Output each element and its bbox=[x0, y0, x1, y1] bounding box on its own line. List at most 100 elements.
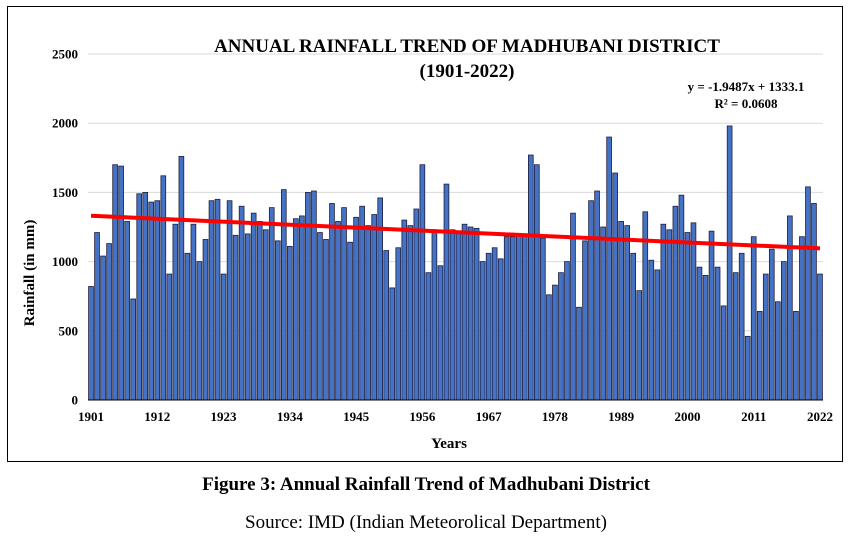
y-axis-title: Rainfall (in mm) bbox=[22, 220, 38, 327]
bar-1962 bbox=[455, 230, 462, 401]
bar-1927 bbox=[244, 233, 251, 401]
bar-1946 bbox=[359, 205, 365, 401]
y-tick-label-2500: 2500 bbox=[52, 47, 78, 62]
bar-1981 bbox=[570, 212, 576, 401]
bar-1960 bbox=[443, 183, 450, 401]
bar-1909 bbox=[136, 193, 143, 401]
bar-2018 bbox=[793, 311, 799, 401]
bar-1929 bbox=[256, 221, 263, 401]
bar-1999 bbox=[678, 194, 685, 401]
y-tick-label-500: 500 bbox=[59, 323, 79, 338]
bar-1930 bbox=[262, 229, 269, 401]
rainfall-bar-chart: 0 500 1000 1500 2000 2500 1901 1912 1923 1934 1945… bbox=[22, 36, 833, 452]
bar-1994 bbox=[648, 259, 655, 401]
bar-1920 bbox=[202, 239, 209, 401]
bar-1966 bbox=[479, 261, 486, 401]
figure-caption: Figure 3: Annual Rainfall Trend of Madhu… bbox=[202, 474, 650, 495]
bar-2012 bbox=[756, 311, 763, 401]
bar-2022 bbox=[817, 273, 823, 401]
y-tick-label-0: 0 bbox=[72, 393, 79, 408]
bar-1988 bbox=[612, 172, 618, 401]
x-tick-label-1967: 1967 bbox=[476, 409, 503, 424]
trend-line bbox=[90, 213, 821, 251]
bar-1951 bbox=[389, 287, 396, 401]
bar-2003 bbox=[702, 275, 709, 401]
bar-1945 bbox=[353, 216, 359, 401]
bar-2019 bbox=[799, 236, 805, 401]
bar-2000 bbox=[684, 232, 691, 401]
bar-2015 bbox=[775, 301, 781, 401]
bar-1908 bbox=[130, 298, 136, 401]
bar-2011 bbox=[750, 236, 757, 401]
bar-1980 bbox=[564, 261, 570, 401]
bar-1940 bbox=[323, 239, 329, 401]
bar-1969 bbox=[497, 258, 504, 401]
bar-1936 bbox=[299, 215, 305, 401]
bar-1932 bbox=[274, 240, 281, 401]
bar-1972 bbox=[515, 233, 522, 401]
bar-1958 bbox=[431, 229, 438, 401]
bar-1997 bbox=[666, 229, 673, 401]
bar-1998 bbox=[672, 205, 679, 401]
bar-2017 bbox=[787, 215, 793, 401]
bar-1955 bbox=[413, 208, 420, 401]
bar-1957 bbox=[425, 272, 432, 401]
bar-1923 bbox=[220, 273, 227, 401]
bar-1965 bbox=[473, 227, 480, 401]
bar-1928 bbox=[250, 212, 257, 401]
bar-1959 bbox=[437, 265, 444, 401]
x-tick-label-2011: 2011 bbox=[741, 409, 766, 424]
bar-1973 bbox=[521, 233, 528, 401]
bar-1933 bbox=[280, 189, 287, 401]
bar-1976 bbox=[540, 237, 546, 401]
bar-1931 bbox=[268, 207, 275, 401]
x-tick-label-1901: 1901 bbox=[78, 409, 104, 424]
bar-1915 bbox=[172, 223, 179, 401]
bar-1912 bbox=[154, 200, 161, 401]
bar-1968 bbox=[491, 247, 498, 401]
bar-1989 bbox=[618, 221, 624, 401]
bar-1974 bbox=[528, 154, 534, 401]
bar-1952 bbox=[395, 247, 402, 401]
bar-1922 bbox=[214, 198, 221, 401]
tick-labels: 0 500 1000 1500 2000 2500 1901 1912 1923 1934 1945… bbox=[52, 47, 833, 425]
bar-2006 bbox=[720, 305, 727, 401]
x-tick-label-1989: 1989 bbox=[608, 409, 635, 424]
x-axis-title: Years bbox=[431, 436, 467, 452]
bars bbox=[88, 125, 823, 401]
bar-2007 bbox=[726, 125, 733, 401]
bar-1941 bbox=[329, 203, 335, 401]
bar-1986 bbox=[600, 226, 606, 401]
bar-1947 bbox=[365, 225, 371, 401]
bar-1939 bbox=[317, 232, 323, 401]
bar-1953 bbox=[401, 219, 408, 401]
bar-1942 bbox=[335, 221, 341, 401]
chart-frame: 0 500 1000 1500 2000 2500 1901 1912 1923 1934 1945… bbox=[7, 6, 843, 462]
bar-1990 bbox=[624, 225, 631, 401]
x-tick-label-1978: 1978 bbox=[542, 409, 569, 424]
y-tick-label-1500: 1500 bbox=[52, 185, 78, 200]
bar-1911 bbox=[148, 201, 155, 401]
bar-1950 bbox=[383, 250, 390, 401]
figure-source: Source: IMD (Indian Meteorolical Departm… bbox=[245, 512, 607, 533]
bar-1991 bbox=[630, 252, 637, 401]
bar-1967 bbox=[485, 252, 492, 401]
x-tick-label-2022: 2022 bbox=[807, 409, 833, 424]
bar-1978 bbox=[552, 284, 558, 401]
bar-1995 bbox=[654, 269, 661, 401]
bar-2020 bbox=[805, 186, 811, 401]
bar-1975 bbox=[534, 164, 540, 401]
x-tick-label-2000: 2000 bbox=[674, 409, 700, 424]
bar-1977 bbox=[546, 294, 552, 401]
bar-2002 bbox=[696, 266, 703, 401]
y-tick-label-1000: 1000 bbox=[52, 254, 78, 269]
bar-1996 bbox=[660, 223, 667, 401]
bar-1979 bbox=[558, 272, 564, 401]
chart-title-line1: ANNUAL RAINFALL TREND OF MADHUBANI DISTR… bbox=[214, 36, 720, 57]
bar-1902 bbox=[94, 232, 100, 401]
bar-2005 bbox=[714, 266, 721, 401]
bar-2008 bbox=[732, 272, 739, 401]
bar-1983 bbox=[582, 240, 588, 401]
bar-1970 bbox=[503, 236, 510, 401]
bar-2004 bbox=[708, 230, 715, 401]
